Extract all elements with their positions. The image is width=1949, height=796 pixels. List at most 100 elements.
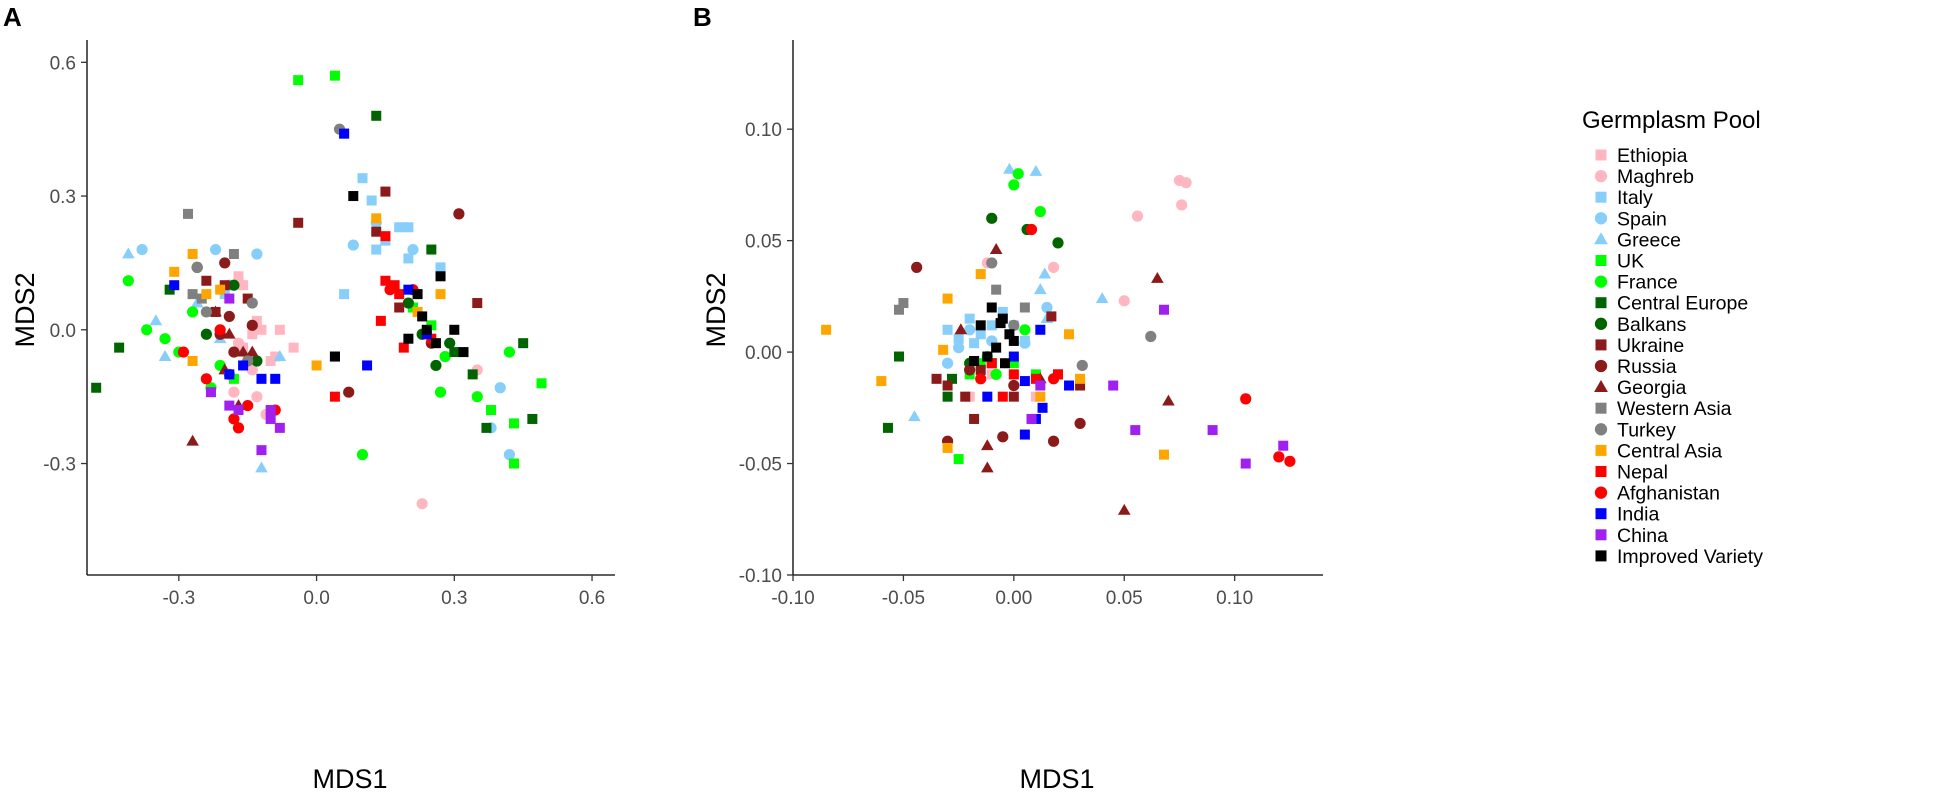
panel-a-point-russia [223,310,235,323]
panel-a-point-maghreb [251,391,263,403]
panel-a-point-balkans [402,297,414,309]
panel-a-point-france [503,346,515,358]
panel-b-point-ukraine [931,373,942,384]
panel-b-point-china [1207,425,1218,436]
panel-b-x-tick-label: 0.00 [995,588,1032,609]
panel-a-point-improved-variety [403,333,414,344]
panel-a-point-china [224,400,235,411]
panel-b-point-improved-variety [982,351,993,362]
panel-b-point-italy [953,333,964,344]
panel-b-point-india [982,391,993,402]
panel-b-point-western-asia [991,284,1002,295]
panel-b-point-italy [942,324,953,335]
panel-a-point-ethiopia [238,280,249,291]
panel-a-point-central-asia [435,289,446,300]
panel-a-point-france [159,333,171,345]
panel-a-point-improved-variety [421,324,432,335]
panel-b-point-russia [1074,417,1086,430]
panel-a-point-ukraine [242,293,253,304]
panel-b: B -0.10 -0.05 0.00 0.05 0.10 -0.10 -0.05 0.00 0.… [693,2,1323,794]
panel-b-point-central-asia [942,293,953,304]
panel-a-point-ethiopia [256,324,267,335]
panel-b-point-russia [964,364,976,376]
panel-b-point-georgia [1151,272,1164,283]
panel-a-point-improved-variety [430,338,441,349]
panel-a-point-central-europe [449,347,460,358]
panel-b-point-improved-variety [1004,329,1015,340]
legend-key-greece [1594,232,1608,245]
panel-b-point-ukraine [1046,311,1057,322]
panel-a-point-balkans [251,355,263,367]
panel-a-y-axis-title: MDS2 [10,272,40,347]
panel-a-point-india [169,280,180,291]
panel-a-point-maghreb [416,498,428,510]
panel-a-point-central-europe [371,110,382,121]
legend-key-india [1595,508,1607,520]
legend-key-afghanistan [1594,486,1608,499]
panel-b-point-india [1019,376,1030,387]
panel-a-point-nepal [380,275,391,286]
panel-a-point-nepal [380,231,391,242]
panel-a-point-central-asia [169,266,180,277]
panel-a-point-central-asia [371,213,382,224]
panel-a-point-central-asia [187,249,198,259]
panel-a-point-greece [255,461,268,473]
panel-a-point-china [233,405,244,416]
panel-a-point-china [265,413,276,424]
panel-b-point-italy [975,329,986,340]
panel-a-point-russia [343,386,355,398]
panel-a-point-georgia [245,345,259,357]
panel-b-point-maghreb [1180,177,1192,189]
panel-a-point-uk [508,458,519,469]
legend-key-central-europe [1595,297,1607,309]
panel-b-point-china [1108,380,1119,391]
panel-a-x-tick-label: -0.3 [162,588,195,609]
legend-label-spain: Spain [1617,208,1667,230]
legend-label-nepal: Nepal [1617,462,1668,484]
panel-a-point-western-asia [228,249,239,259]
legend-label-italy: Italy [1617,187,1653,209]
legend: Germplasm Pool EthiopiaMaghrebItalySpain… [1582,107,1763,568]
panel-b-point-central-europe [894,351,904,362]
panel-a-point-uk [486,405,497,416]
legend-key-maghreb [1594,169,1608,183]
legend-key-ukraine [1595,339,1607,351]
panel-a-point-italy [403,222,414,233]
panel-a-point-greece [149,314,163,326]
legend-key-spain [1594,212,1608,225]
legend-key-ethiopia [1595,149,1607,161]
legend-key-georgia [1594,379,1608,392]
legend-label-western-asia: Western Asia [1617,398,1732,420]
panel-b-point-georgia [989,243,1003,254]
legend-key-central-asia [1595,444,1607,456]
panel-a-point-afghanistan [384,284,396,296]
legend-title: Germplasm Pool [1582,107,1761,134]
panel-b-point-ukraine [969,413,980,424]
panel-b-point-central-asia [938,344,949,355]
panel-a-point-central-asia [311,360,322,371]
panel-b-point-france [990,368,1002,380]
panel-a-y-tick-label: 0.6 [50,53,76,74]
panel-b-point-ukraine [960,391,971,402]
panel-a-point-ethiopia [247,329,258,340]
panel-b-point-nepal [1053,369,1063,380]
panel-a-label: A [3,2,22,32]
legend-key-uk [1595,255,1607,266]
panel-a-point-spain [209,243,222,256]
panel-a-point-improved-variety [329,351,340,362]
panel-b-point-greece [1034,283,1047,295]
panel-a-point-spain [136,243,148,256]
panel-b-x-tick-label: 0.05 [1106,588,1143,609]
panel-b-y-tick-label: 0.10 [745,120,782,141]
panel-b-point-central-europe [942,391,953,402]
panel-a-y-tick-label: 0.3 [50,187,76,208]
panel-b-y-axis-title: MDS2 [701,272,731,347]
panel-b-point-france [1019,324,1031,336]
panel-b-point-turkey [986,257,998,269]
legend-label-central-asia: Central Asia [1617,440,1722,462]
panel-a-point-spain [494,382,506,394]
panel-a-point-greece [158,350,172,361]
panel-a-point-ethiopia [270,351,281,362]
panel-b-point-western-asia [1019,302,1030,313]
